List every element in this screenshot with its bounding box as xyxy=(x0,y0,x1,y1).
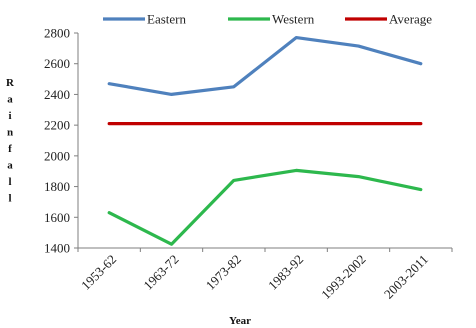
y-tick-label: 2800 xyxy=(44,26,70,41)
y-axis-title-letter: R xyxy=(6,77,15,89)
x-axis-title: Year xyxy=(229,315,251,327)
series-line-eastern xyxy=(107,35,423,97)
x-tick-label: 2003-2011 xyxy=(381,252,431,302)
y-axis-title-letter: n xyxy=(7,127,13,139)
y-tick-label: 1600 xyxy=(44,210,70,225)
y-axis-title-letter: l xyxy=(8,176,11,188)
y-tick-label: 2400 xyxy=(44,87,70,102)
y-tick-label: 1800 xyxy=(44,179,70,194)
legend: Eastern Western Average xyxy=(103,12,432,27)
series-line-western xyxy=(107,168,423,246)
x-tick-label: 1983-92 xyxy=(265,252,306,293)
y-tick-label: 2200 xyxy=(44,118,70,133)
y-axis-title-letter: a xyxy=(7,160,13,172)
x-tick-label: 1953-62 xyxy=(78,252,119,293)
y-axis-title-letter: l xyxy=(8,193,11,205)
legend-label-western: Western xyxy=(272,12,315,27)
axes: 1400 1600 1800 2000 2200 2400 2600 2800 1953-62 1… xyxy=(44,26,453,302)
y-tick-label: 2600 xyxy=(44,56,70,71)
y-axis-title-letter: i xyxy=(8,110,11,122)
x-tick-label: 1963-72 xyxy=(140,252,181,293)
y-tick-label: 2000 xyxy=(44,148,70,163)
legend-label-average: Average xyxy=(389,12,432,27)
series-lines xyxy=(107,35,423,246)
x-tick-label: 1973-82 xyxy=(203,252,244,293)
legend-label-eastern: Eastern xyxy=(147,12,186,27)
y-axis-title-letter: f xyxy=(8,143,12,155)
y-tick-label: 1400 xyxy=(44,241,70,256)
y-axis-title-letter: a xyxy=(7,94,13,106)
x-tick-label: 1993-2002 xyxy=(318,252,368,302)
